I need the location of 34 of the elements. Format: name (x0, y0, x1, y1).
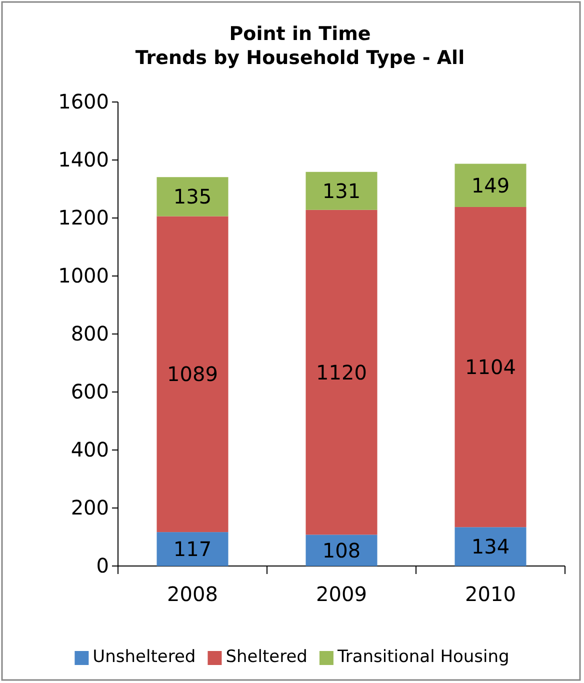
y-tick-label: 200 (70, 495, 109, 520)
bar (156, 216, 228, 532)
bar (156, 177, 228, 216)
bar (306, 210, 378, 535)
data-label: 1104 (465, 355, 516, 380)
bar (306, 534, 378, 566)
y-tick-label: 1600 (58, 89, 109, 114)
y-tick-label: 1000 (58, 263, 109, 288)
data-label: 108 (322, 538, 361, 562)
y-tick-label: 600 (70, 379, 109, 404)
bar (454, 206, 526, 528)
data-label: 135 (173, 184, 212, 209)
data-label: 1089 (167, 362, 218, 386)
bar (156, 532, 228, 566)
y-tick-label: 400 (70, 437, 109, 462)
data-label: 131 (322, 178, 361, 203)
y-tick-label: 800 (70, 321, 109, 346)
x-tick-label: 2009 (316, 582, 367, 606)
data-label: 1120 (316, 360, 367, 384)
data-label: 134 (471, 534, 510, 559)
bar (454, 527, 526, 566)
bar (454, 164, 526, 207)
data-label: 117 (173, 537, 212, 562)
y-tick-label: 1200 (58, 205, 109, 230)
y-tick-label: 0 (96, 553, 109, 578)
x-tick-label: 2008 (167, 582, 218, 606)
chart-title: Point in Time Trends by Household Type - All (135, 23, 465, 69)
bar (306, 172, 378, 210)
legend-label: Unsheltered (92, 647, 196, 667)
legend-label: Transitional Housing (336, 647, 510, 667)
legend-label: Sheltered (226, 647, 308, 667)
y-tick-label: 1400 (58, 147, 109, 172)
data-label: 149 (471, 173, 510, 198)
x-tick-label: 2010 (465, 582, 516, 606)
